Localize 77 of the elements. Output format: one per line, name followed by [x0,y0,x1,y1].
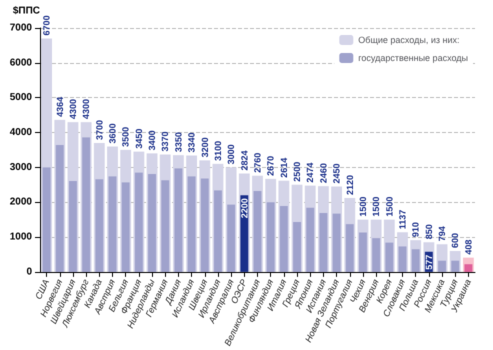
data-label: 1500 [384,196,394,217]
data-label: 1500 [371,196,382,217]
data-label: 3200 [200,137,210,158]
bar [438,260,446,272]
data-label: 577 [424,254,434,270]
y-tick-label: 5000 [10,92,32,104]
bar [464,264,472,272]
data-label: 2670 [266,156,276,176]
bar [95,179,104,272]
data-label: 3100 [212,140,223,161]
data-label: 3340 [186,132,197,153]
bar [56,145,64,272]
bar [332,214,341,272]
bar [69,180,77,272]
y-tick-label: 3000 [10,162,32,173]
bar [412,249,420,272]
data-label: 3400 [147,130,158,150]
y-tick-label: 6000 [10,57,32,68]
data-label: 3450 [134,128,144,149]
data-label: 2824 [239,150,250,170]
bar [293,222,301,272]
bar [174,168,182,272]
data-label: 3500 [120,126,131,147]
bar [372,238,380,272]
bar [254,191,262,272]
data-label: 1500 [358,196,368,217]
data-label: 2450 [332,163,342,184]
data-label: 2460 [318,163,328,184]
bar [82,137,90,272]
bar [346,224,354,272]
data-label: 4364 [54,96,65,117]
data-label: 600 [450,232,460,248]
data-label: 408 [463,240,474,255]
data-label: 4300 [81,99,92,120]
bar [280,206,288,272]
bar [398,246,406,272]
data-label: 3350 [173,132,184,152]
bar [200,178,209,272]
bar [134,172,143,272]
y-tick-label: 0 [26,266,32,278]
data-label: 850 [424,224,434,240]
data-label: 3000 [226,144,236,164]
data-label: 2200 [239,198,250,218]
legend-label: государственные расходы [358,53,468,63]
data-label: 2614 [278,158,289,178]
data-label: 1137 [398,210,408,230]
bar [214,190,222,272]
data-label: 4300 [68,99,78,120]
bar [148,174,156,272]
data-label: 6700 [42,15,52,36]
data-label: 3600 [108,123,118,144]
bar [319,212,328,272]
data-label: 794 [437,226,448,242]
data-label: 2500 [292,162,302,182]
bar [306,208,314,272]
bar [108,176,116,272]
bar [266,202,275,272]
bar [161,180,170,272]
data-label: 3700 [94,120,104,140]
data-label: 2474 [305,162,316,183]
data-label: 2120 [344,174,355,196]
data-label: 2760 [252,152,262,173]
bar [42,167,51,272]
bar [227,204,236,272]
legend-label: Общие расходы, из них: [358,35,460,45]
data-label: 3370 [160,131,170,152]
y-tick-label: 4000 [10,127,32,138]
y-axis-title: $ППС [12,6,40,16]
bar [188,176,196,272]
bar [385,242,394,272]
y-tick-label: 1000 [10,232,32,243]
bar [451,260,460,272]
bar [359,232,367,272]
y-tick-label: 7000 [10,22,32,34]
data-label: 910 [410,222,421,238]
y-tick-label: 2000 [10,196,32,208]
bar [122,182,130,272]
